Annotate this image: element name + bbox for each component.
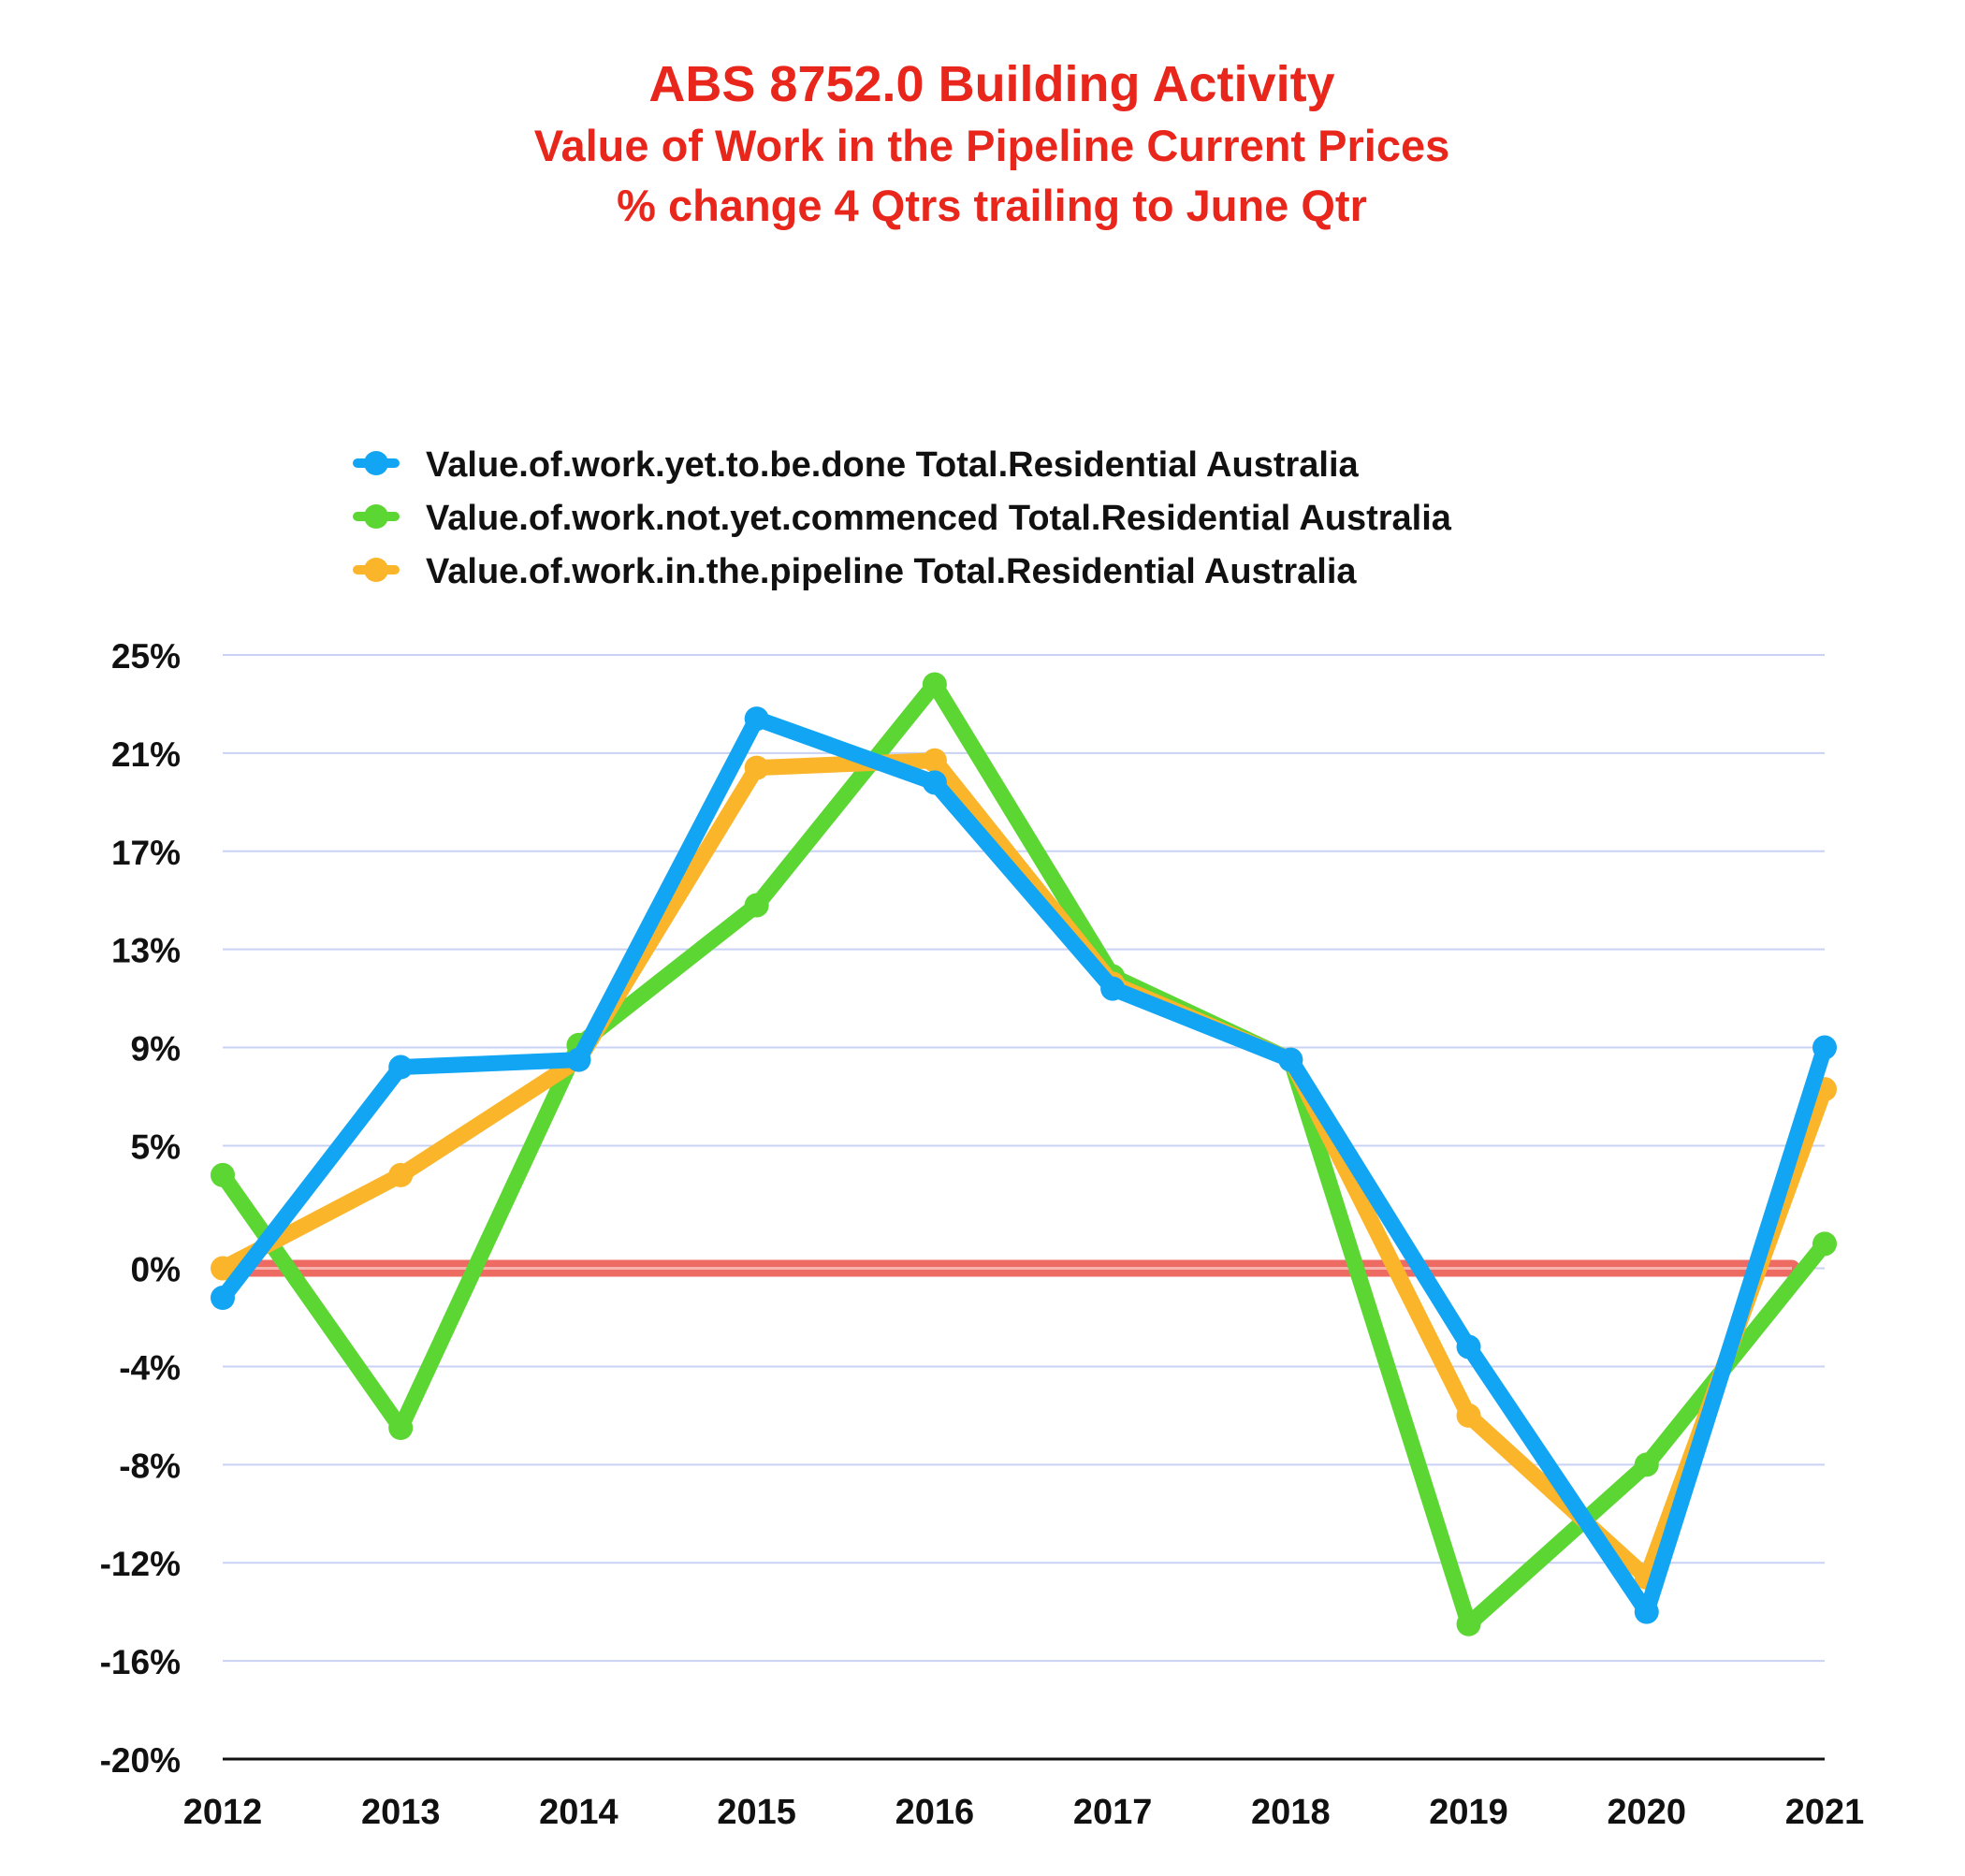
data-point — [211, 1256, 235, 1281]
data-point — [1456, 1334, 1481, 1360]
x-tick-label: 2021 — [1785, 1793, 1865, 1832]
data-point — [922, 748, 947, 773]
x-tick-label: 2017 — [1073, 1793, 1153, 1832]
y-tick-label: 5% — [131, 1127, 181, 1166]
series-2 — [211, 672, 1837, 1636]
series-1 — [211, 706, 1837, 1624]
legend-dot-marker — [364, 558, 388, 582]
data-point — [744, 893, 769, 918]
chart-title-line-2: Value of Work in the Pipeline Current Pr… — [534, 121, 1450, 170]
legend: Value.of.work.yet.to.be.done Total.Resid… — [353, 445, 1452, 591]
data-point — [1634, 1452, 1659, 1477]
x-tick-label: 2016 — [895, 1793, 975, 1832]
data-point — [1278, 1047, 1303, 1072]
series-line — [214, 710, 1833, 1621]
y-tick-label: -12% — [100, 1545, 181, 1583]
x-tick-label: 2020 — [1608, 1793, 1687, 1832]
gridlines — [223, 654, 1825, 1663]
x-tick-label: 2015 — [717, 1793, 796, 1832]
data-point — [1634, 1599, 1659, 1624]
data-point — [211, 1286, 235, 1311]
x-tick-label: 2012 — [183, 1793, 263, 1832]
data-point — [388, 1416, 414, 1440]
y-tick-label: 21% — [111, 735, 181, 774]
y-tick-label: 25% — [111, 637, 181, 676]
legend-item: Value.of.work.in.the.pipeline Total.Resi… — [353, 552, 1357, 591]
x-tick-label: 2014 — [539, 1793, 619, 1832]
y-tick-label: -8% — [119, 1447, 181, 1485]
legend-label: Value.of.work.in.the.pipeline Total.Resi… — [426, 552, 1357, 591]
chart-title: ABS 8752.0 Building Activity Value of Wo… — [534, 56, 1450, 230]
y-axis-tick-labels: -20% -16% -12% -8% -4% 0% 5% 9% 13% 17% 21% 25% — [100, 637, 181, 1780]
data-point — [211, 1162, 235, 1187]
data-point — [922, 672, 947, 697]
legend-item: Value.of.work.not.yet.commenced Total.Re… — [353, 499, 1452, 538]
legend-dot-marker — [364, 451, 388, 475]
legend-label: Value.of.work.yet.to.be.done Total.Resid… — [426, 445, 1360, 485]
x-axis: 2012 2013 2014 2015 2016 2017 2018 2019 2020 2021 — [183, 1757, 1865, 1832]
y-tick-label: -16% — [100, 1643, 181, 1681]
data-point — [744, 706, 769, 732]
data-point — [1812, 1231, 1837, 1257]
x-tick-label: 2019 — [1429, 1793, 1508, 1832]
data-point — [566, 1047, 591, 1072]
series-group — [211, 672, 1837, 1636]
x-tick-label: 2018 — [1251, 1793, 1331, 1832]
series-line — [214, 752, 1833, 1586]
data-point — [388, 1054, 414, 1080]
y-tick-label: 13% — [111, 932, 181, 970]
legend-item: Value.of.work.yet.to.be.done Total.Resid… — [353, 445, 1360, 485]
data-point — [1812, 1035, 1837, 1060]
chart-title-line-1: ABS 8752.0 Building Activity — [648, 56, 1334, 112]
y-tick-label: 0% — [131, 1251, 181, 1289]
data-point — [1100, 976, 1126, 1001]
y-tick-label: -4% — [119, 1348, 181, 1387]
data-point — [744, 755, 769, 780]
y-tick-label: 17% — [111, 834, 181, 872]
data-point — [388, 1162, 414, 1187]
chart-title-line-3: % change 4 Qtrs trailing to June Qtr — [617, 181, 1367, 230]
data-point — [1456, 1403, 1481, 1428]
y-tick-label: 9% — [131, 1030, 181, 1069]
y-tick-label: -20% — [100, 1741, 181, 1780]
legend-dot-marker — [364, 504, 388, 529]
x-tick-label: 2013 — [361, 1793, 441, 1832]
series-line — [214, 676, 1833, 1633]
data-point — [1456, 1611, 1481, 1636]
legend-label: Value.of.work.not.yet.commenced Total.Re… — [426, 499, 1452, 538]
data-point — [922, 770, 947, 795]
